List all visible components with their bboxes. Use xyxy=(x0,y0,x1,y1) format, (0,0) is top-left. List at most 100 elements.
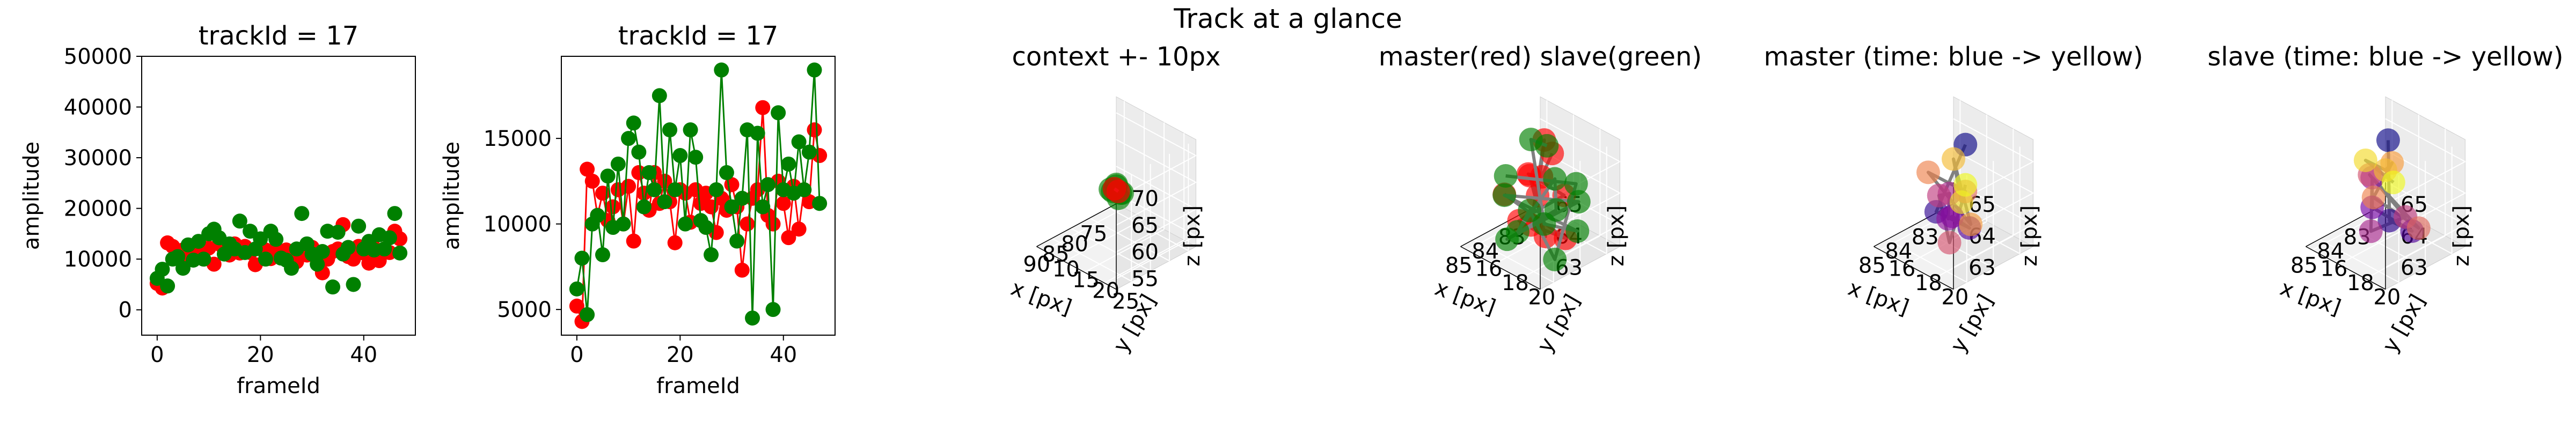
grid-line xyxy=(1116,139,1196,183)
data-point xyxy=(734,190,750,206)
data-point xyxy=(652,88,667,103)
data-point xyxy=(175,261,191,276)
data-point xyxy=(590,208,605,223)
y-axis-line xyxy=(1874,246,1954,290)
figure-suptitle: Track at a glance xyxy=(1173,3,1402,34)
series-line xyxy=(576,70,821,319)
x-tick-label: 84 xyxy=(2317,239,2344,264)
data-point xyxy=(704,247,719,263)
chart-title: master (time: blue -> yellow) xyxy=(1764,42,2143,72)
z-tick-label: 70 xyxy=(1131,187,1159,211)
y-axis-line xyxy=(1036,246,1117,290)
data-point xyxy=(595,247,610,263)
grid-line xyxy=(2385,118,2465,162)
grid-line xyxy=(1953,224,2033,268)
data-point xyxy=(745,310,760,326)
y-tick-label: 18 xyxy=(1502,271,1529,295)
grid-line xyxy=(2385,193,2465,236)
data-point xyxy=(377,241,392,257)
data-point xyxy=(672,148,688,164)
data-point xyxy=(755,100,771,115)
data-point xyxy=(1916,160,1940,184)
data-point xyxy=(683,122,698,138)
data-point xyxy=(160,278,175,294)
grid-line xyxy=(1084,228,1165,273)
x-axis-label: x [px] xyxy=(1008,276,1075,320)
y-tick-label: 10000 xyxy=(484,212,552,237)
data-point xyxy=(1494,164,1518,188)
y-axis-label: amplitude xyxy=(19,142,44,250)
y-tick-label: 20 xyxy=(1528,285,1555,310)
y-tick-label: 20 xyxy=(1941,285,1968,310)
grid-line xyxy=(1116,112,1196,157)
y-tick-label: 20000 xyxy=(64,197,132,221)
grid-line xyxy=(1108,207,1189,252)
data-point xyxy=(340,240,356,255)
data-point xyxy=(243,224,258,239)
data-point xyxy=(346,277,361,292)
grid-line xyxy=(1070,227,1151,272)
data-point xyxy=(621,179,636,194)
y-tick-label: 40000 xyxy=(64,95,132,120)
x-tick-label: 83 xyxy=(1912,225,1939,249)
data-point xyxy=(636,199,652,214)
data-point xyxy=(1564,172,1588,196)
data-point xyxy=(1942,147,1965,171)
chart-panel-1: trackId = 17 0 20 40 0 10000 20000 30000 40000 50… xyxy=(19,21,416,398)
x-axis-label: frameId xyxy=(237,374,320,398)
gridlines xyxy=(1044,101,1196,284)
grid-line xyxy=(1933,235,2014,279)
data-point xyxy=(616,216,631,232)
data-point xyxy=(667,235,683,250)
y-tick-label: 30000 xyxy=(64,146,132,171)
data-point xyxy=(595,186,610,201)
data-point xyxy=(734,262,750,278)
y-axis-line xyxy=(1460,246,1541,290)
x-tick-label: 90 xyxy=(1023,253,1050,277)
y-tick-label: 25 xyxy=(1112,290,1139,314)
x-tick-label: 40 xyxy=(770,343,797,367)
x-tick-label: 0 xyxy=(150,343,164,367)
data-point xyxy=(1543,167,1567,191)
data-point xyxy=(600,168,616,184)
z-axis-label: z [px] xyxy=(1180,205,1205,267)
x-tick-label: 85 xyxy=(1445,253,1473,278)
x-tick-label: 40 xyxy=(350,343,377,367)
z-tick-label: 55 xyxy=(1131,267,1159,292)
data-point xyxy=(662,122,678,138)
data-point xyxy=(196,252,211,267)
data-point xyxy=(258,252,273,267)
chart-title: master(red) slave(green) xyxy=(1379,42,1702,72)
data-point xyxy=(284,261,299,276)
panels: trackId = 17 0 20 40 0 10000 20000 30000 40000 50… xyxy=(19,21,2564,398)
data-point xyxy=(775,196,791,211)
data-point xyxy=(330,225,346,240)
data-point xyxy=(677,216,693,232)
y-tick-label: 18 xyxy=(2347,271,2374,295)
z-tick-label: 63 xyxy=(1968,255,1996,280)
data-point xyxy=(1106,180,1130,204)
x-axis-label: x [px] xyxy=(2277,276,2344,320)
grid-line xyxy=(2385,224,2465,268)
x-axis-line xyxy=(1036,203,1117,247)
data-point xyxy=(631,165,647,180)
z-tick-label: 63 xyxy=(2401,255,2428,280)
data-point xyxy=(268,232,284,247)
y-tick-label: 18 xyxy=(1915,271,1942,295)
series-slave xyxy=(2353,128,2431,243)
x-tick-label: 85 xyxy=(2290,253,2318,278)
data-point xyxy=(641,165,657,180)
data-point xyxy=(584,173,600,189)
grid-line xyxy=(1116,235,1196,279)
y-tick-label: 10 xyxy=(1052,257,1080,282)
data-point xyxy=(1937,231,1962,255)
grid-line xyxy=(1116,182,1196,226)
data-point xyxy=(569,281,584,297)
data-point xyxy=(1544,198,1568,222)
series-slave xyxy=(149,206,408,295)
y-tick-label: 5000 xyxy=(497,298,552,322)
data-point xyxy=(1505,220,1529,244)
data-point xyxy=(812,196,828,211)
data-point xyxy=(698,220,714,235)
